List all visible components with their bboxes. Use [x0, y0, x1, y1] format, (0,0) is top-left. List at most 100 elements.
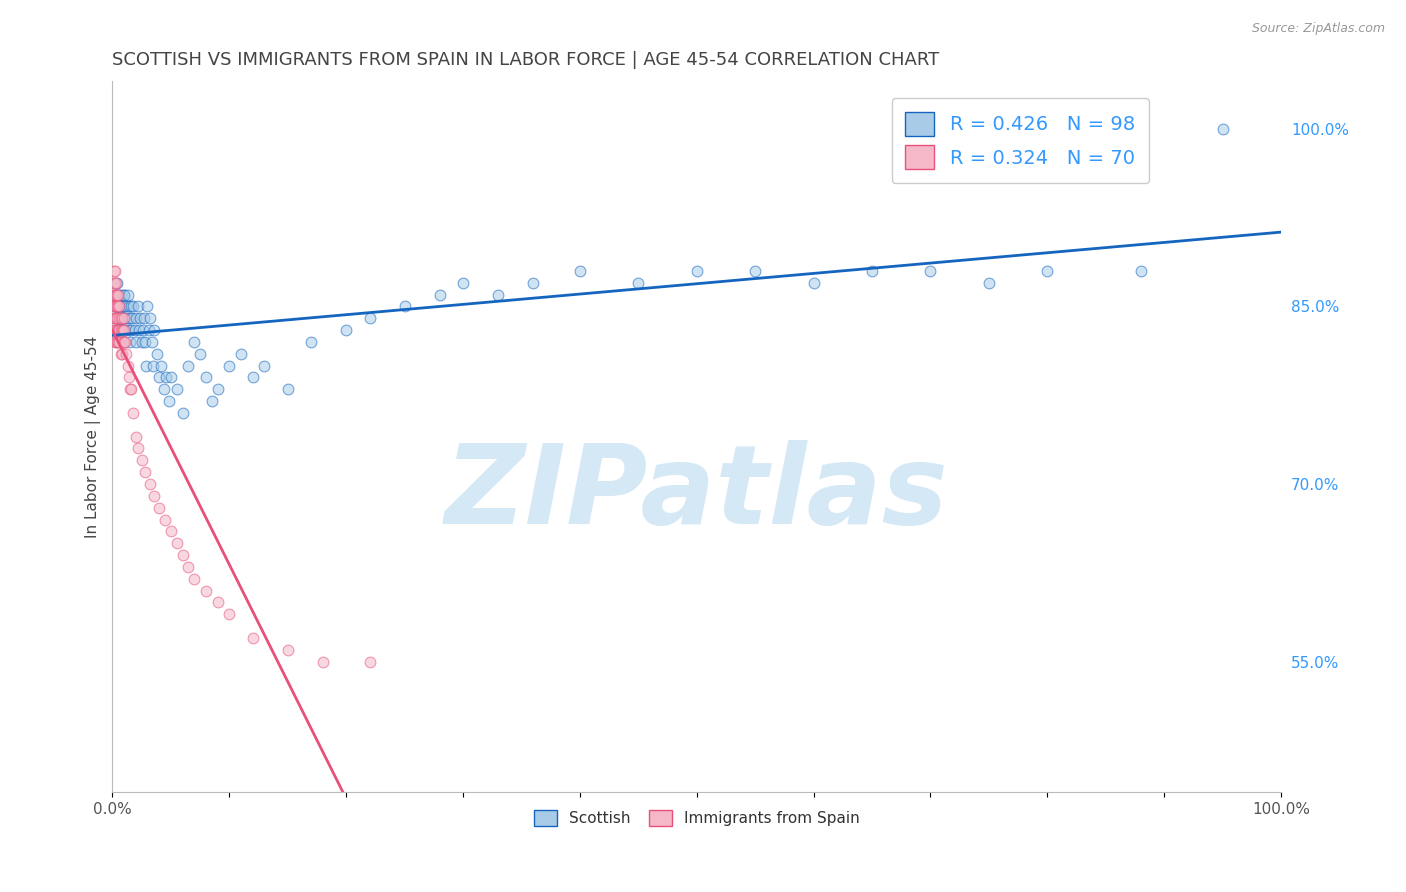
- Point: [218, 359, 240, 373]
- Point: [139, 477, 162, 491]
- Point: [108, 311, 131, 326]
- Point: [146, 347, 169, 361]
- Point: [104, 287, 127, 301]
- Point: [627, 276, 650, 290]
- Point: [148, 500, 170, 515]
- Point: [172, 406, 194, 420]
- Point: [107, 287, 129, 301]
- Point: [104, 299, 127, 313]
- Point: [136, 299, 159, 313]
- Point: [132, 323, 155, 337]
- Point: [131, 334, 153, 349]
- Point: [110, 323, 132, 337]
- Point: [160, 524, 183, 539]
- Point: [277, 382, 299, 396]
- Point: [104, 287, 127, 301]
- Point: [107, 299, 129, 313]
- Point: [104, 299, 127, 313]
- Point: [115, 347, 138, 361]
- Point: [111, 311, 134, 326]
- Point: [104, 311, 127, 326]
- Point: [104, 334, 127, 349]
- Point: [207, 595, 229, 609]
- Point: [166, 536, 188, 550]
- Point: [194, 583, 217, 598]
- Point: [121, 311, 143, 326]
- Point: [120, 382, 142, 396]
- Point: [359, 655, 381, 669]
- Legend: Scottish, Immigrants from Spain: Scottish, Immigrants from Spain: [526, 803, 868, 834]
- Point: [335, 323, 357, 337]
- Point: [118, 323, 141, 337]
- Point: [108, 334, 131, 349]
- Point: [125, 430, 148, 444]
- Point: [744, 264, 766, 278]
- Point: [177, 560, 200, 574]
- Point: [103, 311, 125, 326]
- Point: [242, 631, 264, 645]
- Point: [183, 572, 205, 586]
- Point: [1212, 121, 1234, 136]
- Point: [207, 382, 229, 396]
- Point: [115, 323, 138, 337]
- Point: [131, 453, 153, 467]
- Point: [253, 359, 276, 373]
- Point: [111, 323, 134, 337]
- Point: [108, 311, 131, 326]
- Point: [451, 276, 474, 290]
- Point: [160, 370, 183, 384]
- Point: [129, 311, 152, 326]
- Point: [110, 347, 132, 361]
- Point: [117, 287, 139, 301]
- Point: [218, 607, 240, 622]
- Point: [112, 334, 135, 349]
- Point: [112, 311, 135, 326]
- Point: [115, 299, 138, 313]
- Point: [1036, 264, 1059, 278]
- Point: [105, 299, 128, 313]
- Point: [120, 299, 142, 313]
- Point: [188, 347, 211, 361]
- Point: [103, 299, 125, 313]
- Point: [112, 323, 135, 337]
- Point: [1129, 264, 1152, 278]
- Point: [977, 276, 1000, 290]
- Point: [112, 287, 135, 301]
- Point: [117, 359, 139, 373]
- Point: [134, 334, 156, 349]
- Point: [108, 323, 131, 337]
- Point: [157, 394, 180, 409]
- Point: [112, 323, 135, 337]
- Point: [135, 359, 157, 373]
- Point: [104, 334, 127, 349]
- Point: [107, 334, 129, 349]
- Point: [128, 323, 150, 337]
- Point: [127, 442, 149, 456]
- Point: [107, 323, 129, 337]
- Point: [166, 382, 188, 396]
- Point: [429, 287, 451, 301]
- Point: [920, 264, 942, 278]
- Point: [194, 370, 217, 384]
- Point: [127, 299, 149, 313]
- Point: [105, 299, 128, 313]
- Point: [107, 323, 129, 337]
- Point: [108, 323, 131, 337]
- Point: [103, 287, 125, 301]
- Point: [568, 264, 591, 278]
- Point: [104, 276, 127, 290]
- Point: [124, 323, 146, 337]
- Point: [125, 334, 148, 349]
- Text: Source: ZipAtlas.com: Source: ZipAtlas.com: [1251, 22, 1385, 36]
- Point: [105, 323, 128, 337]
- Point: [143, 489, 166, 503]
- Point: [122, 406, 145, 420]
- Point: [103, 264, 125, 278]
- Point: [201, 394, 224, 409]
- Point: [312, 655, 335, 669]
- Point: [105, 287, 128, 301]
- Text: SCOTTISH VS IMMIGRANTS FROM SPAIN IN LABOR FORCE | AGE 45-54 CORRELATION CHART: SCOTTISH VS IMMIGRANTS FROM SPAIN IN LAB…: [112, 51, 939, 69]
- Point: [141, 334, 163, 349]
- Point: [134, 465, 156, 479]
- Point: [143, 323, 166, 337]
